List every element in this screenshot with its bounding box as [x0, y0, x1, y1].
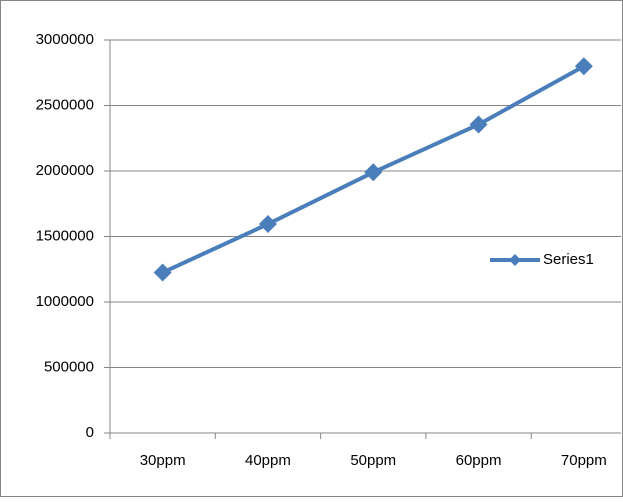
y-tick-label: 2000000 — [36, 162, 94, 179]
legend-marker — [509, 254, 521, 266]
data-point — [153, 263, 172, 282]
y-tick-label: 1000000 — [36, 293, 94, 310]
x-tick-label: 60ppm — [456, 452, 502, 469]
y-tick-label: 3000000 — [36, 31, 94, 48]
y-tick-label: 1500000 — [36, 227, 94, 244]
x-tick-label: 50ppm — [350, 452, 396, 469]
data-point — [469, 115, 488, 134]
y-tick-label: 0 — [86, 424, 94, 441]
y-tick-label: 500000 — [44, 358, 94, 375]
data-point — [258, 215, 277, 234]
data-point — [574, 57, 593, 76]
x-tick-label: 30ppm — [140, 452, 186, 469]
y-tick-label: 2500000 — [36, 96, 94, 113]
x-tick-label: 70ppm — [561, 452, 607, 469]
x-tick-label: 40ppm — [245, 452, 291, 469]
legend-label: Series1 — [543, 251, 594, 268]
data-point — [364, 163, 383, 182]
